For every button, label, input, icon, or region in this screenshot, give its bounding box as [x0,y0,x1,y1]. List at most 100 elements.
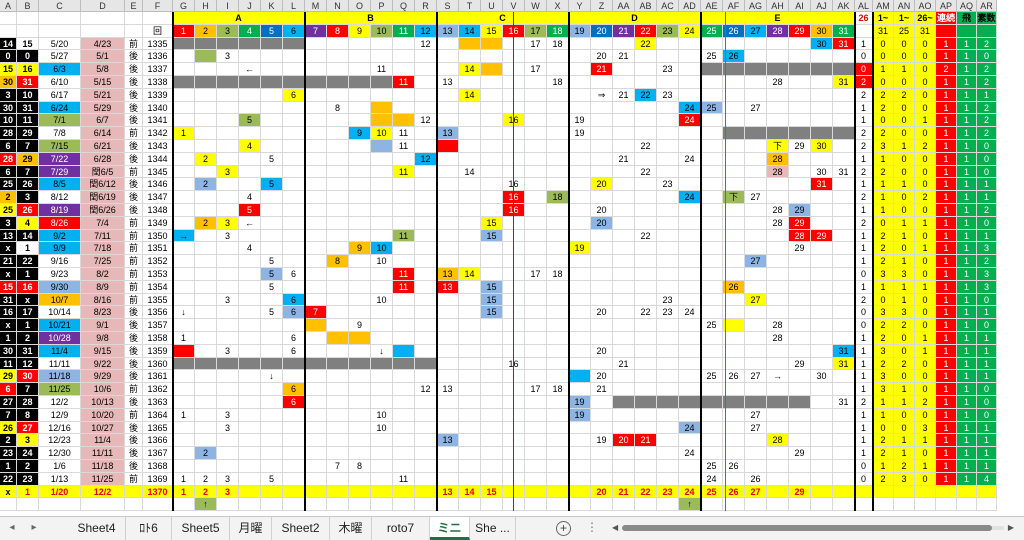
table-cell[interactable] [679,383,701,396]
table-cell[interactable]: 0 [855,268,873,281]
table-cell[interactable] [239,37,261,51]
table-cell[interactable] [305,37,327,51]
table-cell[interactable] [437,229,459,243]
table-cell[interactable]: 2 [894,88,915,102]
table-cell[interactable] [437,319,459,332]
table-cell[interactable] [305,383,327,396]
table-cell[interactable] [371,447,393,460]
table-cell[interactable]: 後 [125,357,143,371]
table-cell[interactable]: 11 [393,280,415,294]
subheader-cell[interactable] [936,24,957,38]
table-cell[interactable] [723,255,745,268]
table-cell[interactable]: 3 [217,472,239,486]
footer-cell[interactable]: 13 [437,485,459,499]
table-cell[interactable]: 1 [936,408,957,422]
table-cell[interactable] [305,370,327,384]
table-cell[interactable]: 8/9 [81,280,125,294]
table-cell[interactable] [305,357,327,371]
table-cell[interactable] [173,447,195,460]
table-cell[interactable] [789,114,811,128]
footer-cell[interactable]: 1 [173,485,195,499]
empty-cell[interactable] [81,498,125,512]
table-cell[interactable] [327,332,349,345]
table-cell[interactable] [305,152,327,166]
table-cell[interactable] [547,280,569,294]
table-cell[interactable]: 1 [977,332,997,345]
table-cell[interactable] [635,76,657,89]
table-cell[interactable]: 0 [894,37,915,51]
table-cell[interactable] [701,447,723,460]
table-cell[interactable] [283,127,305,140]
table-cell[interactable] [349,178,371,192]
subheader-cell[interactable] [81,24,125,38]
table-cell[interactable]: 1 [936,127,957,140]
table-cell[interactable] [591,357,613,371]
table-cell[interactable] [437,408,459,422]
table-cell[interactable]: 0 [915,76,936,89]
column-header-m[interactable]: M [305,0,327,12]
table-cell[interactable] [811,306,833,320]
table-cell[interactable] [745,76,767,89]
table-cell[interactable] [591,460,613,473]
table-cell[interactable] [525,165,547,179]
table-cell[interactable] [305,165,327,179]
table-cell[interactable]: 14 [459,165,481,179]
table-cell[interactable]: 1 [915,280,936,294]
table-cell[interactable]: 前 [125,229,143,243]
table-cell[interactable]: 1 [936,421,957,435]
table-cell[interactable] [415,242,437,256]
table-cell[interactable] [767,396,789,409]
table-cell[interactable]: 30 [0,76,17,89]
table-cell[interactable]: 0 [894,370,915,384]
table-cell[interactable]: 19 [569,127,591,140]
table-cell[interactable]: 0 [894,204,915,217]
table-cell[interactable] [415,88,437,102]
table-cell[interactable]: 1 [936,50,957,64]
table-cell[interactable] [701,242,723,256]
table-cell[interactable] [679,216,701,230]
table-cell[interactable] [767,101,789,115]
table-cell[interactable]: 5/1 [81,50,125,64]
table-cell[interactable]: 1 [17,319,39,332]
table-cell[interactable]: 22 [635,165,657,179]
table-cell[interactable] [173,114,195,128]
table-cell[interactable]: 7/22 [39,152,81,166]
table-cell[interactable] [745,37,767,51]
table-cell[interactable] [195,306,217,320]
table-cell[interactable]: 2 [855,216,873,230]
table-cell[interactable]: 19 [569,114,591,128]
table-cell[interactable] [261,204,283,217]
table-cell[interactable]: 31 [833,357,855,371]
table-cell[interactable] [481,88,503,102]
table-cell[interactable]: 1366 [143,434,173,448]
table-cell[interactable] [283,101,305,115]
table-cell[interactable]: 1 [936,293,957,307]
table-cell[interactable] [239,472,261,486]
table-cell[interactable] [349,204,371,217]
table-cell[interactable] [371,370,393,384]
empty-cell[interactable] [393,498,415,512]
footer-cell[interactable]: 20 [591,485,613,499]
table-cell[interactable]: 閏6/19 [81,191,125,204]
table-cell[interactable]: 1 [173,472,195,486]
table-cell[interactable] [327,76,349,89]
table-cell[interactable] [635,370,657,384]
table-cell[interactable]: 10/13 [81,396,125,409]
table-cell[interactable] [767,344,789,358]
table-cell[interactable] [195,140,217,153]
table-cell[interactable] [613,63,635,76]
subheader-cell[interactable]: 14 [459,24,481,38]
table-cell[interactable] [833,178,855,192]
column-header-ah[interactable]: AH [767,0,789,12]
table-cell[interactable] [261,114,283,128]
table-cell[interactable] [547,408,569,422]
table-cell[interactable]: 3 [217,293,239,307]
table-cell[interactable] [283,76,305,89]
table-cell[interactable] [239,396,261,409]
table-cell[interactable]: 30 [0,344,17,358]
table-cell[interactable]: 0 [915,50,936,64]
table-cell[interactable] [283,447,305,460]
table-cell[interactable] [261,63,283,76]
table-cell[interactable] [437,114,459,128]
table-cell[interactable] [789,383,811,396]
